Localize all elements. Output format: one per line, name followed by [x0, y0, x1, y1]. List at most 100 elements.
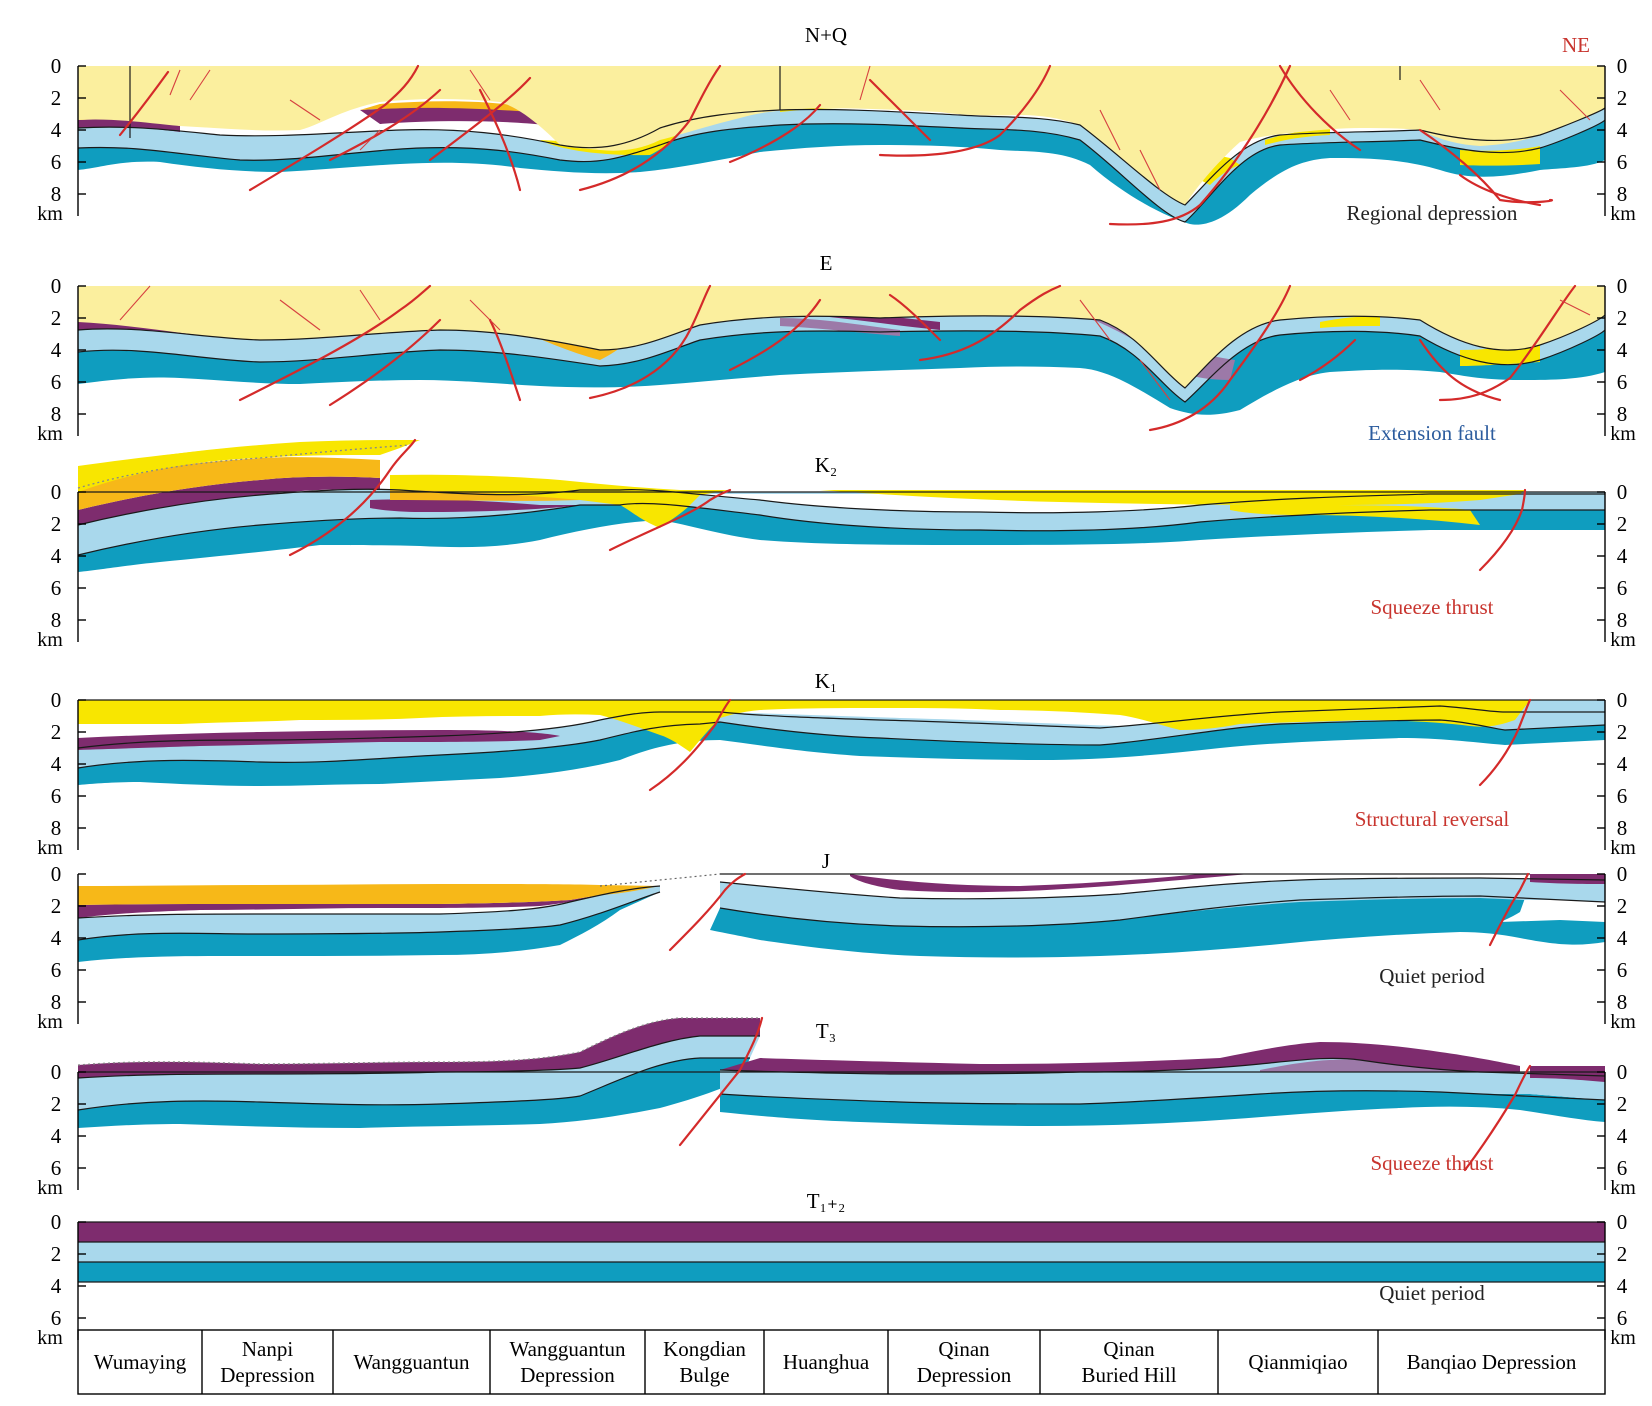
layer-yellow	[820, 490, 1525, 505]
layer-purple	[78, 1018, 760, 1078]
location-label: Depression	[917, 1363, 1012, 1387]
right-tick-label: 2	[1617, 512, 1628, 536]
left-tick-label: 2	[51, 720, 62, 744]
layer-teal	[78, 720, 1605, 786]
right-unit-label: km	[1610, 837, 1636, 859]
panel-t12: T₁₊₂	[78, 1189, 1605, 1283]
location-label: Wangguantun	[353, 1350, 470, 1374]
left-unit-label: km	[37, 1011, 63, 1033]
left-unit-label: km	[37, 1327, 63, 1349]
left-tick-label: 8	[51, 816, 62, 840]
right-tick-label: 4	[1617, 338, 1628, 362]
right-tick-label: 0	[1617, 54, 1628, 78]
right-tick-label: 2	[1617, 1092, 1628, 1116]
panel-caption: Regional depression	[1347, 201, 1518, 225]
left-tick-label: 0	[51, 1210, 62, 1234]
right-tick-label: 0	[1617, 274, 1628, 298]
panel-title: J	[822, 849, 830, 873]
right-tick-label: 8	[1617, 990, 1628, 1014]
right-unit-label: km	[1610, 1177, 1636, 1199]
right-unit-label: km	[1610, 629, 1636, 651]
panel-title: T₁₊₂	[807, 1189, 846, 1213]
panel-caption: Structural reversal	[1355, 807, 1510, 831]
left-tick-label: 4	[51, 1274, 62, 1298]
panel-title: T₃	[816, 1019, 836, 1043]
right-tick-label: 2	[1617, 720, 1628, 744]
layer-purple	[370, 499, 580, 512]
right-unit-label: km	[1610, 1327, 1636, 1349]
panel-t3: T₃	[77, 1016, 1606, 1172]
left-tick-label: 2	[51, 1242, 62, 1266]
left-tick-label: 4	[51, 926, 62, 950]
left-tick-label: 0	[51, 862, 62, 886]
left-tick-label: 8	[51, 990, 62, 1014]
panel-j: J	[77, 849, 1606, 962]
right-tick-label: 4	[1617, 926, 1628, 950]
layer-teal	[78, 1058, 750, 1128]
left-tick-label: 4	[51, 752, 62, 776]
panel-caption: Quiet period	[1379, 1281, 1485, 1305]
right-tick-label: 6	[1617, 1306, 1628, 1330]
left-tick-label: 8	[51, 182, 62, 206]
right-tick-label: 8	[1617, 816, 1628, 840]
left-tick-label: 6	[51, 150, 62, 174]
left-tick-label: 8	[51, 402, 62, 426]
layer-yellow	[1265, 128, 1330, 145]
left-tick-label: 2	[51, 86, 62, 110]
right-tick-label: 6	[1617, 1156, 1628, 1180]
right-tick-label: 0	[1617, 1060, 1628, 1084]
panel-title: K₁	[815, 669, 838, 693]
layer-purple	[720, 1042, 1520, 1074]
layer-yellow	[78, 440, 420, 492]
right-tick-label: 2	[1617, 1242, 1628, 1266]
layer-mauve	[1260, 1059, 1480, 1072]
right-tick-label: 6	[1617, 784, 1628, 808]
layer-purple	[1530, 1066, 1605, 1082]
left-tick-label: 4	[51, 118, 62, 142]
right-tick-label: 2	[1617, 894, 1628, 918]
panel-title: E	[820, 251, 833, 275]
right-tick-label: 6	[1617, 370, 1628, 394]
right-tick-label: 8	[1617, 402, 1628, 426]
location-label: Kongdian	[663, 1337, 746, 1361]
left-unit-label: km	[37, 1177, 63, 1199]
layer-teal	[78, 1262, 1605, 1282]
panel-k2: K₂	[77, 438, 1605, 572]
left-tick-label: 6	[51, 784, 62, 808]
panel-nq: N+Q NE	[77, 23, 1606, 226]
location-label: Depression	[220, 1363, 315, 1387]
layer-light-blue	[78, 1242, 1605, 1262]
left-tick-label: 2	[51, 306, 62, 330]
layer-purple	[78, 895, 600, 918]
layer-teal	[710, 896, 1605, 958]
location-label: Qianmiqiao	[1248, 1350, 1347, 1374]
layer-yellow	[390, 474, 730, 528]
right-tick-label: 4	[1617, 1124, 1628, 1148]
left-tick-label: 0	[51, 274, 62, 298]
location-label: Nanpi	[242, 1337, 293, 1361]
panel-title: K₂	[815, 453, 838, 477]
layer-purple	[78, 1222, 1605, 1242]
left-tick-label: 8	[51, 608, 62, 632]
left-tick-label: 0	[51, 480, 62, 504]
layer-light-blue	[78, 886, 660, 940]
left-unit-label: km	[37, 423, 63, 445]
panel-k1: K₁	[77, 669, 1606, 792]
layer-teal	[720, 1090, 1605, 1126]
right-tick-label: 4	[1617, 118, 1628, 142]
right-tick-label: 8	[1617, 608, 1628, 632]
layer-teal	[78, 330, 1605, 415]
layer-purple	[850, 874, 1250, 893]
location-label: Banqiao Depression	[1407, 1350, 1577, 1374]
layer-purple	[78, 730, 560, 750]
left-tick-label: 6	[51, 370, 62, 394]
layer-light-blue	[720, 878, 1605, 927]
panel-caption: Quiet period	[1379, 964, 1485, 988]
right-unit-label: km	[1610, 1011, 1636, 1033]
location-table-frame	[77, 1329, 1606, 1395]
panel-e: E	[77, 251, 1606, 432]
left-tick-label: 0	[51, 54, 62, 78]
location-label: Buried Hill	[1081, 1363, 1176, 1387]
